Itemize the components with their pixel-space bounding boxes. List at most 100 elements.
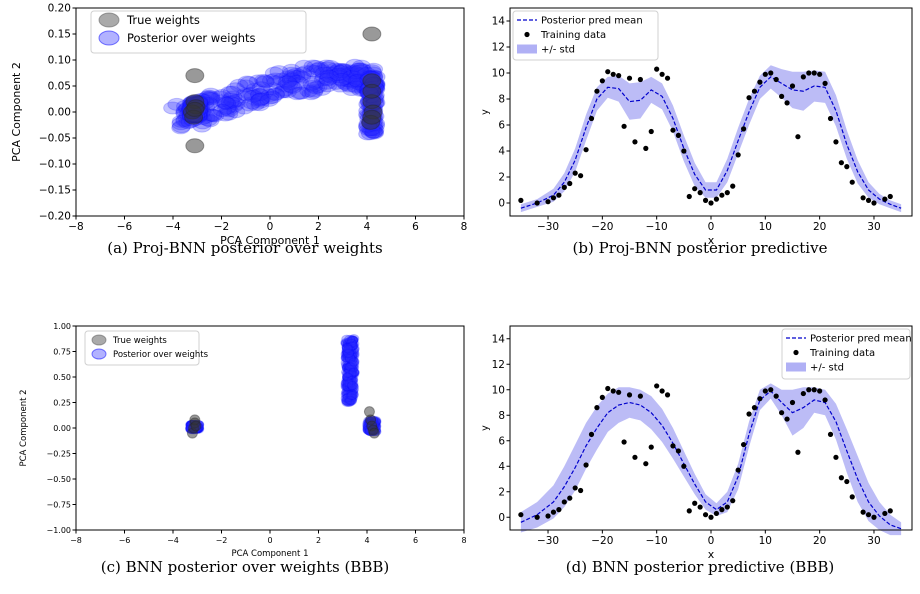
posterior-point: [345, 341, 357, 351]
posterior-point: [210, 90, 230, 104]
posterior-point: [342, 352, 354, 362]
posterior-point: [342, 360, 354, 370]
posterior-point: [263, 82, 283, 96]
posterior-point: [235, 87, 255, 101]
posterior-point: [171, 120, 191, 134]
x-tick-label: 0: [267, 221, 274, 233]
training-point: [762, 388, 768, 394]
posterior-point: [342, 373, 354, 383]
legend: True weights Posterior over weights: [90, 10, 307, 54]
posterior-point: [215, 108, 235, 122]
training-point: [681, 463, 687, 469]
training-point: [578, 487, 584, 494]
training-point: [713, 196, 720, 202]
legend-marker: [98, 12, 120, 28]
posterior-point: [344, 375, 356, 385]
y-tick-label: 0: [498, 512, 505, 524]
training-point: [751, 405, 758, 411]
legend-label: Training data: [540, 30, 606, 41]
posterior-point: [237, 75, 257, 89]
training-point: [659, 71, 665, 77]
posterior-point: [345, 392, 357, 402]
y-tick-label: −0.05: [39, 133, 71, 145]
y-tick-label: 0.05: [48, 81, 71, 93]
training-point: [697, 504, 703, 510]
posterior-point: [341, 352, 353, 362]
posterior-point: [342, 347, 354, 357]
posterior-point: [294, 59, 314, 73]
training-point: [860, 195, 866, 201]
training-point: [817, 71, 823, 77]
posterior-point: [347, 335, 359, 345]
training-point: [887, 193, 893, 200]
posterior-point: [347, 346, 359, 356]
legend-marker: [91, 334, 107, 346]
posterior-point: [345, 370, 357, 380]
posterior-point: [305, 75, 325, 89]
posterior-point: [345, 336, 357, 346]
training-point: [626, 392, 633, 398]
posterior-point: [340, 378, 352, 388]
posterior-point: [340, 358, 352, 368]
legend-marker: [517, 44, 537, 54]
posterior-point: [347, 341, 359, 351]
posterior-point: [337, 78, 357, 92]
x-axis-label: PCA Component 1: [231, 549, 308, 559]
posterior-point: [171, 117, 191, 131]
posterior-point: [333, 62, 353, 76]
training-point: [702, 197, 709, 203]
y-tick-label: 10: [492, 384, 505, 396]
x-tick-label: 4: [364, 221, 371, 233]
posterior-point: [319, 69, 339, 83]
posterior-point: [346, 376, 358, 386]
plot-area: [163, 26, 386, 154]
y-tick-label: 2: [498, 172, 505, 184]
training-point: [751, 88, 758, 94]
x-tick-label: 30: [867, 535, 880, 547]
posterior-point: [348, 368, 360, 378]
posterior-point: [347, 358, 359, 368]
posterior-point: [340, 65, 360, 79]
posterior-point: [343, 341, 355, 351]
posterior-point: [318, 69, 338, 83]
posterior-point: [346, 392, 358, 402]
training-point: [583, 147, 589, 153]
training-point: [567, 180, 573, 187]
legend-label: True weights: [126, 13, 200, 27]
posterior-point: [345, 380, 357, 390]
training-point: [578, 173, 584, 179]
posterior-point: [340, 367, 352, 377]
posterior-point: [236, 79, 256, 93]
x-tick-label: 6: [413, 536, 418, 545]
x-tick-label: −30: [537, 221, 559, 233]
posterior-point: [347, 390, 359, 400]
training-point: [838, 475, 844, 481]
posterior-point: [348, 363, 360, 373]
posterior-point: [343, 379, 355, 389]
training-point: [659, 388, 665, 394]
posterior-point: [347, 386, 359, 396]
posterior-point: [342, 372, 354, 382]
training-point: [686, 193, 692, 200]
training-point: [795, 134, 801, 140]
posterior-point: [341, 342, 353, 352]
posterior-point: [341, 342, 353, 352]
posterior-point: [347, 375, 359, 385]
posterior-point: [346, 334, 358, 344]
training-point: [833, 139, 839, 145]
training-point: [567, 495, 573, 501]
x-tick-label: 20: [813, 221, 826, 233]
y-tick-label: −1.00: [46, 526, 71, 535]
posterior-point: [254, 73, 274, 87]
posterior-point: [332, 67, 352, 81]
training-point: [692, 500, 698, 506]
x-tick-label: 0: [708, 221, 715, 233]
posterior-point: [346, 341, 358, 351]
posterior-point: [344, 362, 356, 372]
posterior-point: [330, 70, 350, 84]
posterior-point: [343, 381, 355, 391]
posterior-point: [342, 380, 354, 390]
posterior-point: [302, 77, 322, 91]
posterior-point: [345, 353, 357, 363]
